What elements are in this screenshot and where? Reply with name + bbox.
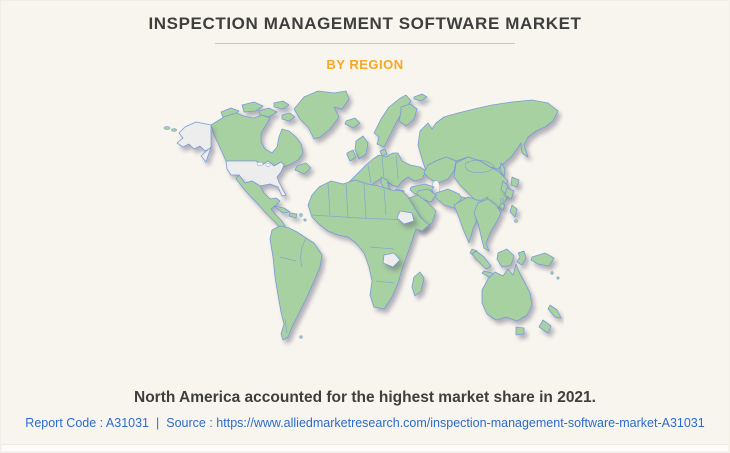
country-finland xyxy=(398,103,418,127)
country-canada-arctic xyxy=(273,100,290,110)
page-subtitle: BY REGION xyxy=(326,57,404,72)
country-philippines xyxy=(514,219,518,223)
title-divider xyxy=(215,43,515,44)
world-map-svg xyxy=(163,90,562,341)
great-lakes xyxy=(265,163,271,167)
country-denmark xyxy=(379,148,388,157)
island-cuba xyxy=(273,205,291,214)
pacific-islands xyxy=(556,276,560,280)
country-united-kingdom xyxy=(354,135,369,160)
country-canada-arctic xyxy=(281,112,296,122)
island-puerto-rico xyxy=(299,213,303,217)
country-borders xyxy=(345,183,349,218)
country-japan xyxy=(510,176,520,188)
region-asia xyxy=(403,99,559,281)
country-canada-newfoundland xyxy=(294,162,312,175)
island-madagascar xyxy=(411,271,425,297)
country-borders xyxy=(369,246,395,250)
country-borders xyxy=(383,188,387,216)
country-japan xyxy=(500,198,504,202)
svalbard-islands xyxy=(413,93,428,102)
island-hispaniola xyxy=(288,212,298,219)
region-south-america xyxy=(269,225,323,341)
world-map xyxy=(84,87,564,379)
africa-unshaded-country xyxy=(396,210,415,225)
lesser-antilles xyxy=(303,218,307,222)
continent-south-america xyxy=(269,225,323,341)
country-greenland xyxy=(293,90,350,140)
island-sulawesi xyxy=(516,250,527,266)
country-australia xyxy=(481,263,533,322)
country-mexico-central-america xyxy=(235,174,286,230)
map-caption: North America accounted for the highest … xyxy=(134,389,596,406)
country-borders xyxy=(327,182,331,216)
island-taiwan xyxy=(498,202,506,211)
africa-unshaded-country xyxy=(382,252,401,268)
country-borders xyxy=(375,280,395,284)
country-kazakhstan-central-asia xyxy=(423,156,457,184)
region-oceania xyxy=(481,263,562,336)
country-borders xyxy=(363,183,367,220)
pacific-islands xyxy=(550,271,554,275)
report-code: Report Code : A31031 xyxy=(25,416,149,430)
bottom-strip xyxy=(2,444,728,451)
footer: Report Code : A31031 | Source : https://ww… xyxy=(1,416,729,431)
country-borders xyxy=(284,318,288,334)
page-title: INSPECTION MANAGEMENT SOFTWARE MARKET xyxy=(148,14,582,33)
island-tasmania xyxy=(515,326,525,336)
continent-africa xyxy=(307,179,430,310)
country-iceland xyxy=(344,117,361,129)
island-borneo xyxy=(496,248,515,268)
country-borders xyxy=(311,214,409,221)
country-japan xyxy=(504,187,515,200)
great-lakes xyxy=(256,161,264,167)
country-borders xyxy=(367,164,372,184)
country-ireland xyxy=(346,149,357,162)
southeast-asia-indochina xyxy=(473,198,502,252)
aleutian-islands xyxy=(171,128,177,132)
country-new-zealand-south xyxy=(538,319,552,334)
header: INSPECTION MANAGEMENT SOFTWARE MARKET BY… xyxy=(1,1,729,73)
aleutian-islands xyxy=(163,126,171,130)
state-alaska-panhandle xyxy=(200,146,212,163)
country-borders xyxy=(395,154,399,180)
region-africa xyxy=(307,179,430,310)
country-new-zealand-north xyxy=(547,304,562,319)
country-borders xyxy=(381,156,385,180)
source-link[interactable]: https://www.alliedmarketresearch.com/ins… xyxy=(216,416,705,430)
footer-separator: | xyxy=(156,416,160,430)
source-label: Source : xyxy=(166,416,213,430)
country-canada-arctic xyxy=(258,107,278,118)
country-borders xyxy=(279,256,297,262)
state-alaska xyxy=(176,121,212,152)
country-canada-arctic xyxy=(241,101,264,113)
island-sumatra xyxy=(471,250,492,270)
island-new-guinea xyxy=(530,252,555,267)
country-philippines xyxy=(509,204,518,218)
region-north-america xyxy=(163,90,350,230)
country-border-mongolia xyxy=(464,159,495,173)
country-borders xyxy=(300,237,307,268)
falkland-islands xyxy=(299,335,303,339)
